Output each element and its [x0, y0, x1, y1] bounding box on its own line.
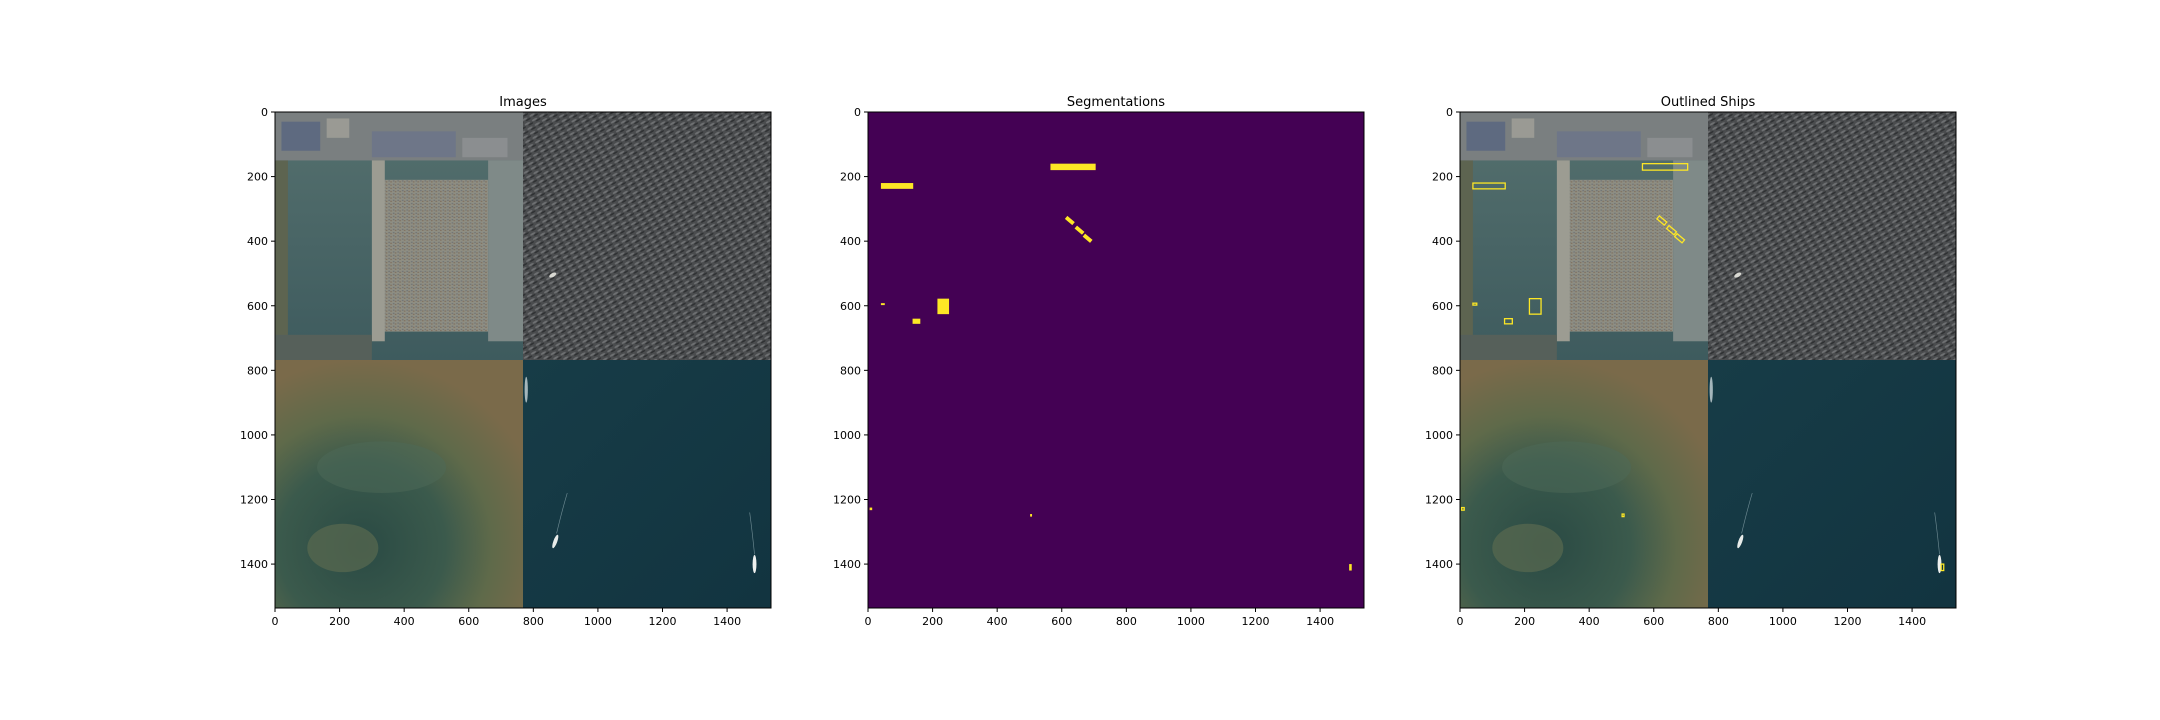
ship-mask: [880, 303, 885, 306]
images-title: Images: [499, 95, 547, 110]
x-tick-label: 200: [922, 615, 943, 628]
ship-mask: [1050, 163, 1096, 171]
x-tick-label: 200: [329, 615, 350, 628]
y-tick-label: 1200: [240, 494, 268, 507]
x-tick-label: 1200: [1242, 615, 1270, 628]
ship-outline: [1472, 182, 1506, 190]
x-tick-label: 800: [1116, 615, 1137, 628]
x-tick-label: 600: [1051, 615, 1072, 628]
y-tick-label: 1400: [240, 558, 268, 571]
y-tick-label: 800: [840, 364, 861, 377]
ship-outline: [1460, 506, 1465, 511]
x-tick-label: 0: [865, 615, 872, 628]
ship-mask: [869, 507, 873, 511]
y-tick-label: 1200: [1425, 494, 1453, 507]
x-tick-label: 1000: [1177, 615, 1205, 628]
x-tick-label: 1400: [1306, 615, 1334, 628]
y-tick-label: 400: [840, 235, 861, 248]
ship-outline: [1503, 318, 1513, 325]
ship-mask: [1349, 564, 1352, 571]
segmentations-panel: Segmentations: [867, 95, 1365, 609]
x-tick-label: 600: [458, 615, 479, 628]
y-tick-label: 400: [247, 235, 268, 248]
y-tick-label: 600: [840, 300, 861, 313]
y-tick-label: 0: [261, 106, 268, 119]
y-tick-label: 800: [1432, 364, 1453, 377]
ship-outline: [1621, 513, 1625, 518]
ship-mask: [880, 183, 914, 189]
x-tick-label: 0: [1457, 615, 1464, 628]
ship-outline: [1940, 563, 1945, 572]
segmentation-mask: [868, 112, 1364, 608]
x-tick-label: 1000: [584, 615, 612, 628]
ship-outline: [1472, 302, 1478, 306]
y-tick-label: 600: [1432, 300, 1453, 313]
images-panel: Images: [274, 95, 772, 609]
ship-outline: [1665, 224, 1678, 236]
y-tick-label: 1400: [833, 558, 861, 571]
y-tick-label: 1400: [1425, 558, 1453, 571]
y-tick-label: 1000: [1425, 429, 1453, 442]
ship-outline: [1528, 298, 1542, 315]
ship-mask: [1074, 225, 1085, 235]
outlined-frame: [1459, 111, 1957, 609]
outlined-title: Outlined Ships: [1661, 95, 1756, 110]
outlined-ships-panel: Outlined Ships: [1459, 95, 1957, 609]
ship-outline: [1641, 163, 1689, 171]
x-tick-label: 1200: [1834, 615, 1862, 628]
x-tick-label: 800: [523, 615, 544, 628]
x-tick-label: 200: [1514, 615, 1535, 628]
segmentations-title: Segmentations: [1067, 95, 1165, 110]
ship-mask: [912, 318, 921, 324]
ship-mask: [1064, 215, 1075, 226]
x-tick-label: 800: [1708, 615, 1729, 628]
y-tick-label: 800: [247, 364, 268, 377]
y-tick-label: 200: [1432, 171, 1453, 184]
x-tick-label: 1400: [713, 615, 741, 628]
y-tick-label: 0: [854, 106, 861, 119]
ship-outline: [1673, 232, 1686, 244]
x-tick-label: 0: [272, 615, 279, 628]
y-tick-label: 400: [1432, 235, 1453, 248]
y-tick-label: 200: [840, 171, 861, 184]
images-mosaic: [275, 112, 771, 608]
x-tick-label: 400: [394, 615, 415, 628]
y-tick-label: 200: [247, 171, 268, 184]
ship-outline: [1655, 214, 1668, 227]
x-tick-label: 1000: [1769, 615, 1797, 628]
segmentations-frame: [867, 111, 1365, 609]
x-tick-label: 600: [1643, 615, 1664, 628]
y-tick-label: 1000: [240, 429, 268, 442]
x-tick-label: 400: [987, 615, 1008, 628]
seg-background: [868, 112, 1364, 608]
y-tick-label: 1200: [833, 494, 861, 507]
y-tick-label: 0: [1446, 106, 1453, 119]
x-tick-label: 400: [1579, 615, 1600, 628]
x-tick-label: 1400: [1898, 615, 1926, 628]
ship-mask: [1030, 514, 1033, 517]
x-tick-label: 1200: [649, 615, 677, 628]
outlined-mosaic: [1460, 112, 1956, 608]
ship-mask: [937, 298, 950, 315]
ship-mask: [1082, 233, 1093, 243]
images-frame: [274, 111, 772, 609]
y-tick-label: 1000: [833, 429, 861, 442]
y-tick-label: 600: [247, 300, 268, 313]
